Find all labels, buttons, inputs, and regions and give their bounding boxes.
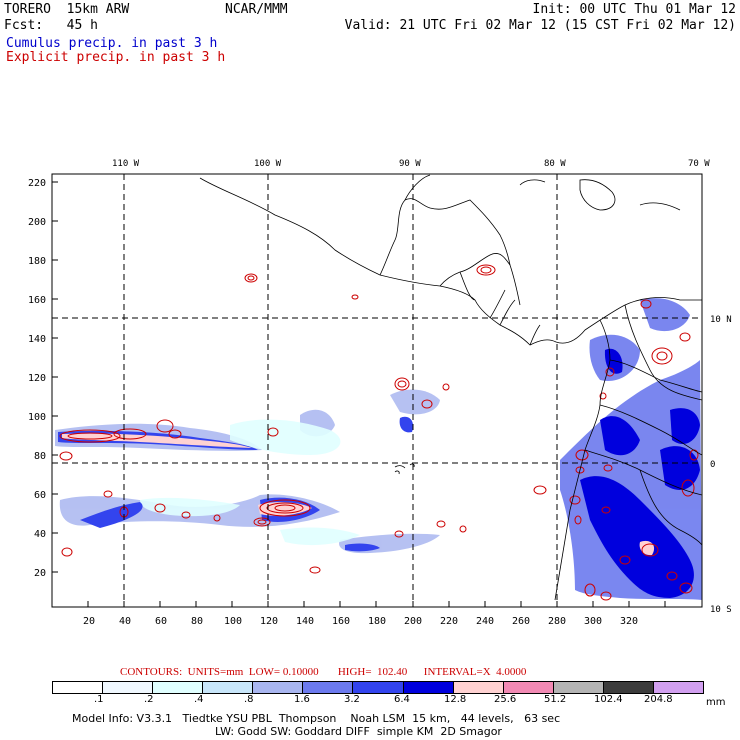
model-info-line2: LW: Godd SW: Goddard DIFF simple KM 2D S…	[215, 725, 502, 738]
colorbar-swatch	[303, 682, 354, 693]
x-tick-label: 200	[404, 616, 422, 627]
map-frame	[51, 173, 703, 608]
colorbar-swatch	[53, 682, 104, 693]
lon-label: 100 W	[254, 159, 282, 169]
x-tick-labels: 20 40 60 80 100 120 140 160 180 200 220 …	[83, 616, 638, 627]
lat-label: 0	[710, 460, 715, 470]
init-time: Init: 00 UTC Thu 01 Mar 12	[532, 2, 737, 17]
y-tick-label: 20	[34, 568, 46, 579]
y-tick-label: 120	[28, 373, 46, 384]
colorbar-swatch	[153, 682, 204, 693]
colorbar-label: .4	[194, 694, 204, 705]
lat-label: 10 N	[710, 315, 732, 325]
model-info-line1: Model Info: V3.3.1 Tiedtke YSU PBL Thomp…	[72, 712, 561, 725]
colorbar-label: 3.2	[344, 694, 360, 705]
precip-field	[52, 174, 702, 607]
colorbar-label: 51.2	[544, 694, 567, 705]
colorbar-swatch	[253, 682, 304, 693]
x-tick-label: 120	[260, 616, 278, 627]
x-tick-label: 280	[548, 616, 566, 627]
x-tick-label: 240	[476, 616, 494, 627]
x-tick-label: 220	[440, 616, 458, 627]
y-tick-label: 220	[28, 178, 46, 189]
colorbar-swatch	[603, 682, 654, 693]
x-tick-label: 60	[155, 616, 167, 627]
explicit-field-label: Explicit precip. in past 3 h	[6, 50, 226, 65]
colorbar-swatch	[503, 682, 554, 693]
center-label: NCAR/MMM	[225, 2, 288, 17]
y-tick-label: 160	[28, 295, 46, 306]
colorbar-swatch	[453, 682, 504, 693]
lon-label: 110 W	[112, 159, 140, 169]
x-tick-label: 40	[119, 616, 131, 627]
valid-time: Valid: 21 UTC Fri 02 Mar 12 (15 CST Fri …	[344, 18, 736, 33]
lon-label: 70 W	[688, 159, 710, 169]
colorbar-swatch	[103, 682, 154, 693]
forecast-hour: Fcst: 45 h	[4, 18, 98, 33]
y-tick-label: 140	[28, 334, 46, 345]
x-tick-label: 100	[224, 616, 242, 627]
colorbar-swatch	[653, 682, 704, 693]
lon-label: 90 W	[399, 159, 421, 169]
y-tick-label: 180	[28, 256, 46, 267]
colorbar-label: 6.4	[394, 694, 410, 705]
y-tick-label: 200	[28, 217, 46, 228]
x-tick-marks	[87, 601, 666, 607]
x-tick-label: 140	[296, 616, 314, 627]
x-tick-label: 260	[512, 616, 530, 627]
y-tick-label: 40	[34, 529, 46, 540]
y-tick-label: 100	[28, 412, 46, 423]
cumulus-field-label: Cumulus precip. in past 3 h	[6, 36, 218, 51]
colorbar-label: .1	[94, 694, 104, 705]
model-title: TORERO 15km ARW	[4, 2, 130, 17]
colorbar	[52, 681, 704, 694]
colorbar-label: 102.4	[594, 694, 623, 705]
y-tick-label: 80	[34, 451, 46, 462]
x-tick-label: 20	[83, 616, 95, 627]
x-tick-label: 300	[584, 616, 602, 627]
contour-info: CONTOURS: UNITS=mm LOW= 0.10000 HIGH= 10…	[120, 666, 527, 678]
colorbar-swatch	[403, 682, 454, 693]
colorbar-swatch	[553, 682, 604, 693]
colorbar-swatch	[353, 682, 404, 693]
lat-label: 10 S	[710, 605, 732, 615]
lon-labels: 110 W 100 W 90 W 80 W 70 W	[112, 159, 710, 169]
colorbar-label: .2	[144, 694, 154, 705]
y-tick-label: 60	[34, 490, 46, 501]
lon-label: 80 W	[544, 159, 566, 169]
colorbar-swatch	[203, 682, 254, 693]
lat-labels: 10 N 0 10 S	[710, 315, 732, 615]
colorbar-label: 12.8	[444, 694, 467, 705]
x-tick-label: 320	[620, 616, 638, 627]
colorbar-label: 1.6	[294, 694, 310, 705]
x-tick-label: 80	[191, 616, 203, 627]
colorbar-unit: mm	[706, 697, 726, 708]
colorbar-label: 25.6	[494, 694, 517, 705]
y-tick-marks	[52, 181, 58, 573]
x-tick-label: 160	[332, 616, 350, 627]
y-tick-labels: 220 200 180 160 140 120 100 80 60 40 20	[28, 178, 46, 579]
colorbar-label: .8	[244, 694, 254, 705]
colorbar-label: 204.8	[644, 694, 673, 705]
x-tick-label: 180	[368, 616, 386, 627]
